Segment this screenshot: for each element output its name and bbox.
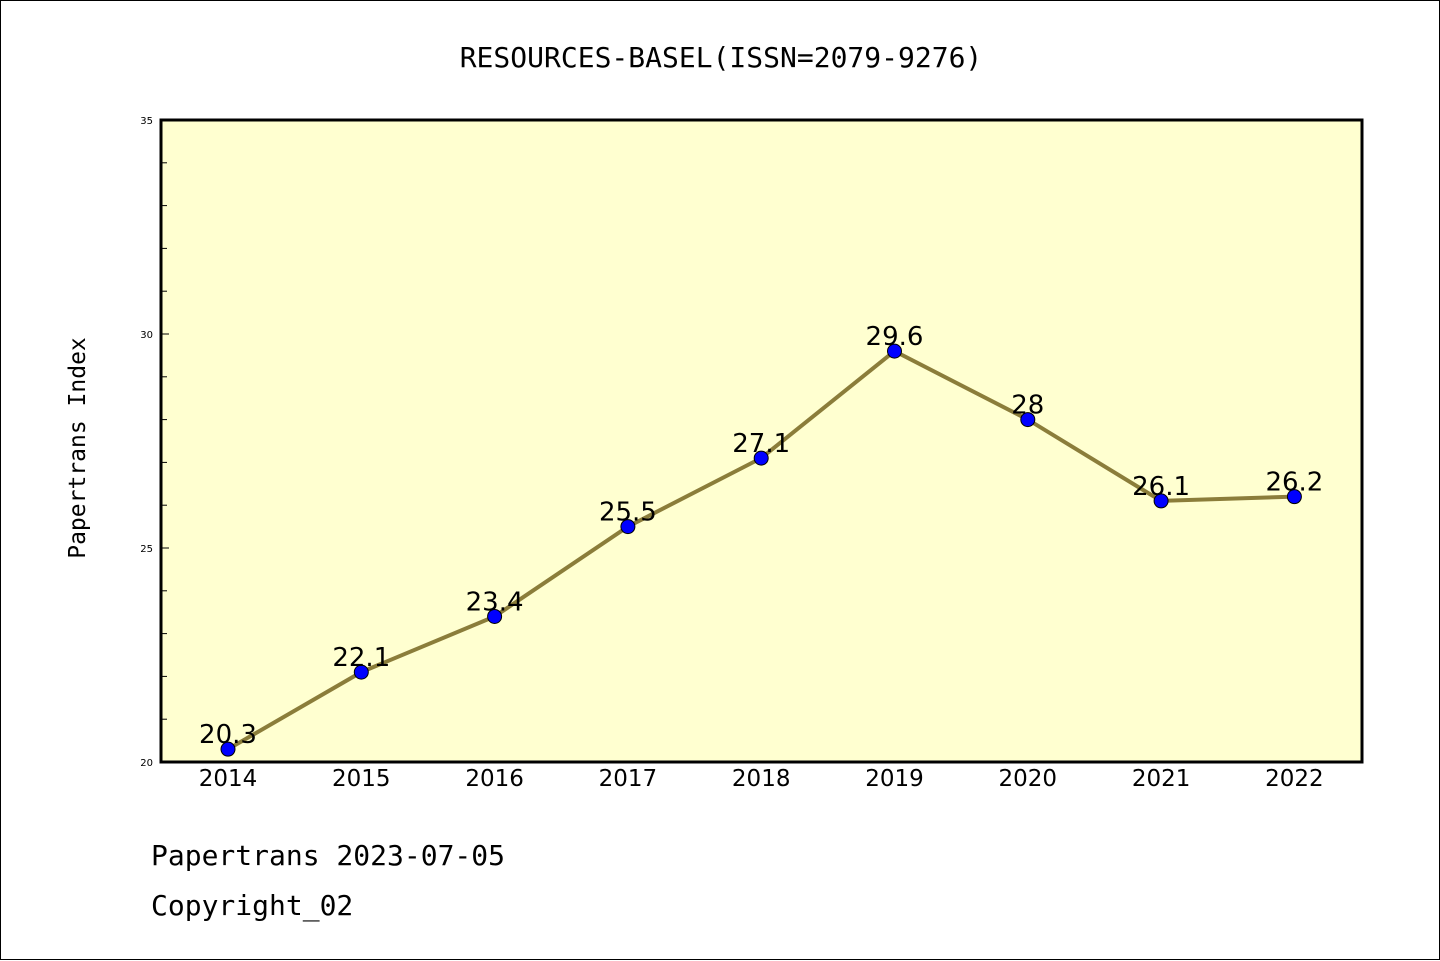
data-point-marker <box>1020 412 1036 428</box>
data-point-label: 28 <box>1011 391 1044 421</box>
x-tick-label: 2014 <box>199 766 258 792</box>
data-point-marker <box>620 519 636 535</box>
data-point-label: 20.3 <box>199 720 257 750</box>
data-point-label: 29.6 <box>866 322 924 352</box>
plot-area <box>159 118 1364 764</box>
data-point-marker <box>753 450 769 466</box>
data-point-marker <box>353 664 369 680</box>
data-point-label: 22.1 <box>332 643 390 673</box>
data-point-label: 25.5 <box>599 498 657 528</box>
x-tick-label: 2017 <box>599 766 658 792</box>
series-markers <box>220 343 1302 757</box>
x-tick-label: 2018 <box>732 766 791 792</box>
data-point-marker <box>487 608 503 624</box>
chart-title: RESOURCES-BASEL(ISSN=2079-9276) <box>460 41 983 74</box>
data-point-marker <box>220 741 236 757</box>
x-tick-label: 2020 <box>999 766 1058 792</box>
data-point-label: 26.2 <box>1265 468 1323 498</box>
data-point-marker <box>1153 493 1169 509</box>
data-point-label: 23.4 <box>466 587 524 617</box>
x-tick-label: 2016 <box>465 766 524 792</box>
data-labels: 20.3 22.1 23.4 25.5 27.1 29.6 28 26.1 26.2 <box>199 322 1323 750</box>
x-axis: 2014 2015 2016 2017 2018 2019 2020 2021 2022 <box>199 766 1324 792</box>
y-axis-label: Papertrans Index <box>65 337 91 559</box>
data-point-label: 26.1 <box>1132 472 1190 502</box>
data-point-label: 27.1 <box>732 429 790 459</box>
x-tick-label: 2015 <box>332 766 391 792</box>
y-tick-label: 25 <box>140 544 153 555</box>
y-tick-label: 20 <box>140 758 153 769</box>
footer-date: Papertrans 2023-07-05 <box>151 839 505 872</box>
data-point-marker <box>1286 489 1302 505</box>
x-tick-label: 2022 <box>1265 766 1324 792</box>
x-tick-label: 2019 <box>865 766 924 792</box>
data-point-marker <box>887 343 902 359</box>
y-tick-label: 30 <box>140 330 153 341</box>
y-tick-label: 35 <box>140 116 153 127</box>
y-axis: 20 25 30 35 <box>140 116 169 769</box>
footer-copyright: Copyright_02 <box>151 889 353 923</box>
x-tick-label: 2021 <box>1132 766 1191 792</box>
